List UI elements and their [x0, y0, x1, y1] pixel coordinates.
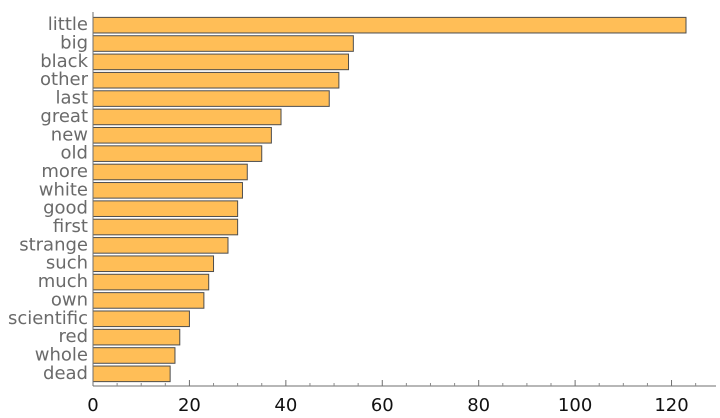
bar-first: [92, 218, 239, 236]
x-tick-label-80: 80: [467, 395, 490, 416]
category-label-old: old: [61, 143, 88, 164]
bar-strange: [92, 237, 229, 254]
bar-great: [92, 108, 282, 126]
category-label-big: big: [60, 33, 88, 54]
category-label-whole: whole: [35, 344, 88, 365]
x-tick-label-40: 40: [274, 395, 297, 416]
x-tick-label-20: 20: [178, 395, 201, 416]
bar-black: [92, 53, 350, 71]
bar-scientific: [92, 310, 190, 328]
category-label-first: first: [53, 216, 88, 237]
category-label-scientific: scientific: [8, 308, 88, 329]
category-label-new: new: [51, 124, 88, 145]
bar-own: [92, 292, 205, 309]
bar-little: [92, 16, 687, 34]
category-label-great: great: [40, 106, 88, 127]
bar-old: [92, 145, 263, 162]
x-tick-label-0: 0: [87, 395, 98, 416]
bar-whole: [92, 347, 176, 364]
x-tick-label-60: 60: [371, 395, 394, 416]
category-label-dead: dead: [43, 363, 88, 384]
bar-dead: [92, 365, 171, 383]
bar-last: [92, 90, 330, 107]
bar-white: [92, 182, 243, 199]
bars-layer: [92, 16, 687, 383]
bar-much: [92, 273, 210, 291]
bar-other: [92, 71, 340, 89]
bar-red: [92, 328, 181, 346]
bar-good: [92, 200, 239, 217]
bar-new: [92, 126, 272, 144]
category-label-little: little: [48, 14, 88, 35]
category-label-strange: strange: [19, 234, 88, 255]
category-label-black: black: [40, 51, 88, 72]
category-label-much: much: [38, 271, 88, 292]
labels-layer: littlebigblackotherlastgreatnewoldmorewh…: [8, 14, 689, 416]
axes-layer: [92, 12, 716, 387]
category-label-other: other: [40, 69, 89, 90]
category-label-red: red: [58, 326, 88, 347]
x-tick-label-100: 100: [558, 395, 592, 416]
bar-big: [92, 35, 354, 52]
category-label-last: last: [56, 88, 88, 109]
bar-more: [92, 163, 248, 181]
category-label-own: own: [51, 289, 88, 310]
category-label-good: good: [43, 198, 88, 219]
bar-such: [92, 255, 215, 273]
category-label-white: white: [39, 179, 88, 200]
category-label-more: more: [41, 161, 88, 182]
category-label-such: such: [46, 253, 88, 274]
x-tick-label-120: 120: [654, 395, 688, 416]
